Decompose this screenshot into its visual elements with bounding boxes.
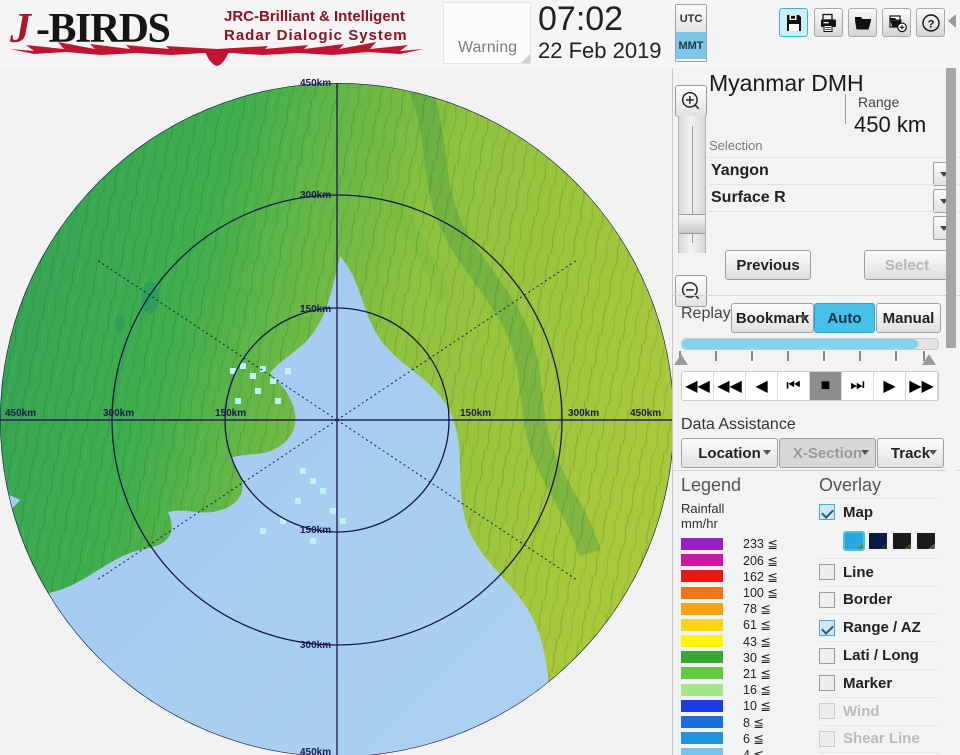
svg-text:300km: 300km xyxy=(568,408,599,419)
svg-text:450km: 450km xyxy=(300,78,331,89)
svg-text:450km: 450km xyxy=(630,408,661,419)
svg-text:-BIRDS: -BIRDS xyxy=(36,6,170,52)
svg-text:300km: 300km xyxy=(300,640,331,651)
svg-text:150km: 150km xyxy=(460,408,491,419)
svg-text:JRC-Brilliant & Intelligent: JRC-Brilliant & Intelligent xyxy=(224,8,405,25)
svg-text:?: ? xyxy=(927,18,934,30)
svg-text:450km: 450km xyxy=(5,408,36,419)
svg-text:Radar Dialogic System: Radar Dialogic System xyxy=(224,27,408,44)
svg-text:J: J xyxy=(9,6,33,52)
svg-text:300km: 300km xyxy=(103,408,134,419)
svg-text:300km: 300km xyxy=(300,190,331,201)
svg-text:150km: 150km xyxy=(215,408,246,419)
svg-text:150km: 150km xyxy=(300,304,331,315)
svg-text:450km: 450km xyxy=(300,747,331,755)
svg-text:150km: 150km xyxy=(300,525,331,536)
